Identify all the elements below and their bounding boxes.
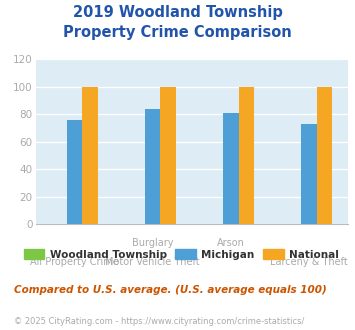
Bar [223,113,239,224]
Text: © 2025 CityRating.com - https://www.cityrating.com/crime-statistics/: © 2025 CityRating.com - https://www.city… [14,317,305,326]
Bar [301,124,317,224]
Bar [145,109,160,224]
Bar [82,87,98,224]
Bar [239,87,254,224]
Text: Larceny & Theft: Larceny & Theft [270,257,348,267]
Bar [317,87,332,224]
Text: Motor Vehicle Theft: Motor Vehicle Theft [105,257,200,267]
Bar [67,120,82,224]
Legend: Woodland Township, Michigan, National: Woodland Township, Michigan, National [20,245,343,264]
Text: Arson: Arson [217,238,245,248]
Text: Compared to U.S. average. (U.S. average equals 100): Compared to U.S. average. (U.S. average … [14,285,327,295]
Text: 2019 Woodland Township
Property Crime Comparison: 2019 Woodland Township Property Crime Co… [63,5,292,40]
Bar [160,87,176,224]
Text: Burglary: Burglary [132,238,173,248]
Text: All Property Crime: All Property Crime [30,257,119,267]
